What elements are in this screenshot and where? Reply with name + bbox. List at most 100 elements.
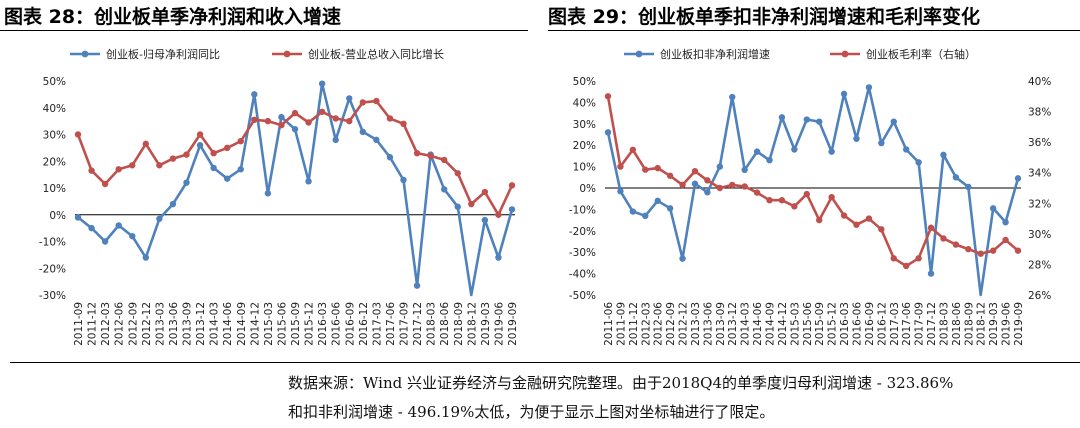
x-tick-label: 2012-12 [141,302,153,346]
x-tick-label: 2017-03 [371,302,383,346]
y-tick-label: 50% [43,76,66,88]
x-tick-label: 2013-12 [195,302,207,346]
data-point [816,118,823,125]
x-tick-label: 2014-12 [249,302,261,346]
y-tick-label: 30% [573,119,596,131]
data-point [666,205,674,212]
x-tick-label: 2013-03 [154,302,166,346]
x-tick-label: 2017-06 [901,302,913,346]
x-tick-label: 2017-06 [385,302,397,346]
x-tick-label: 2012-09 [127,302,139,346]
y-tick-label: 0% [49,210,66,222]
data-point [604,93,612,100]
data-point [654,164,661,172]
data-point [716,184,724,192]
data-point [142,254,150,261]
data-point [679,181,686,189]
x-tick-label: 2016-12 [358,302,370,346]
x-tick-label: 2011-12 [87,302,99,346]
data-point [183,151,190,158]
data-point [704,177,711,184]
x-tick-label: 2017-03 [889,302,901,346]
y-tick-label: 30% [43,130,66,142]
data-point [1014,247,1022,254]
y-tick-label: -20% [569,226,596,238]
x-tick-label: 2011-12 [628,302,640,346]
x-tick-label: 2015-03 [263,302,275,346]
data-point [156,215,163,222]
data-point [741,183,748,190]
data-point [642,212,649,220]
x-tick-label: 2015-06 [276,302,288,346]
data-point [766,156,773,164]
x-tick-label: 2016-03 [839,302,851,346]
data-point [386,154,394,161]
data-point [278,113,285,121]
x-tick-label: 2015-03 [789,302,801,346]
y2-tick-label: 38% [1028,107,1051,119]
x-tick-label: 2018-09 [453,302,465,346]
data-point [679,255,686,262]
data-point [237,137,244,145]
data-point [604,129,612,136]
data-point [691,167,699,175]
data-point [346,95,353,102]
source-note-line2: 和扣非利润增速 - 496.19%太低，为便于显示上图对坐标轴进行了限定。 [288,403,775,421]
data-point [468,200,475,208]
legend-swatch-marker [81,50,89,58]
y-tick-label: 10% [573,162,596,174]
data-point [865,84,873,91]
x-tick-label: 2018-12 [976,302,988,346]
data-point [413,282,421,289]
y2-tick-label: 28% [1028,259,1051,271]
data-point [691,180,699,187]
data-point [318,80,326,87]
data-point [716,163,724,170]
y-tick-label: 10% [43,183,66,195]
data-point [1014,175,1022,182]
y2-tick-label: 40% [1028,76,1051,88]
x-tick-label: 2011-09 [73,302,85,346]
y2-tick-label: 34% [1028,168,1051,180]
y-tick-label: 0% [579,183,596,195]
data-point [741,166,748,174]
data-point [495,211,502,218]
left-figure-title: 图表 28：创业板单季净利润和收入增速 [4,6,342,28]
data-point [902,146,910,153]
x-tick-label: 2014-12 [777,302,789,346]
data-point [251,116,258,123]
data-point [816,216,823,224]
x-tick-label: 2014-06 [752,302,764,346]
left-chart: -30% -20% -10% 0% 10% 20% 30% 40% 50% 2011-09 2011… [39,47,519,346]
data-point [142,140,150,148]
data-point [940,235,947,242]
x-tick-label: 2016-06 [331,302,343,346]
data-point [965,245,972,253]
x-tick-label: 2016-12 [876,302,888,346]
x-tick-label: 2018-06 [439,302,451,346]
data-point [729,181,736,189]
data-point [129,162,136,169]
y-tick-label: 40% [43,103,66,115]
x-tick-label: 2012-06 [653,302,665,346]
data-point [332,115,339,122]
data-point [481,188,489,196]
data-point [196,131,204,138]
data-point [977,250,984,257]
data-point [654,197,661,205]
x-tick-label: 2016-09 [864,302,876,346]
data-point [629,208,637,215]
x-tick-label: 2012-06 [114,302,126,346]
data-point [495,254,502,261]
data-point [169,155,177,162]
x-tick-label: 2016-09 [344,302,356,346]
data-point [454,203,461,210]
series-line [606,96,1019,268]
data-point [952,174,960,181]
data-point [890,118,897,125]
x-tick-label: 2013-06 [702,302,714,346]
x-tick-label: 2017-09 [399,302,411,346]
data-point [508,206,516,213]
x-tick-label: 2019-06 [493,302,505,346]
series-line [76,99,514,217]
